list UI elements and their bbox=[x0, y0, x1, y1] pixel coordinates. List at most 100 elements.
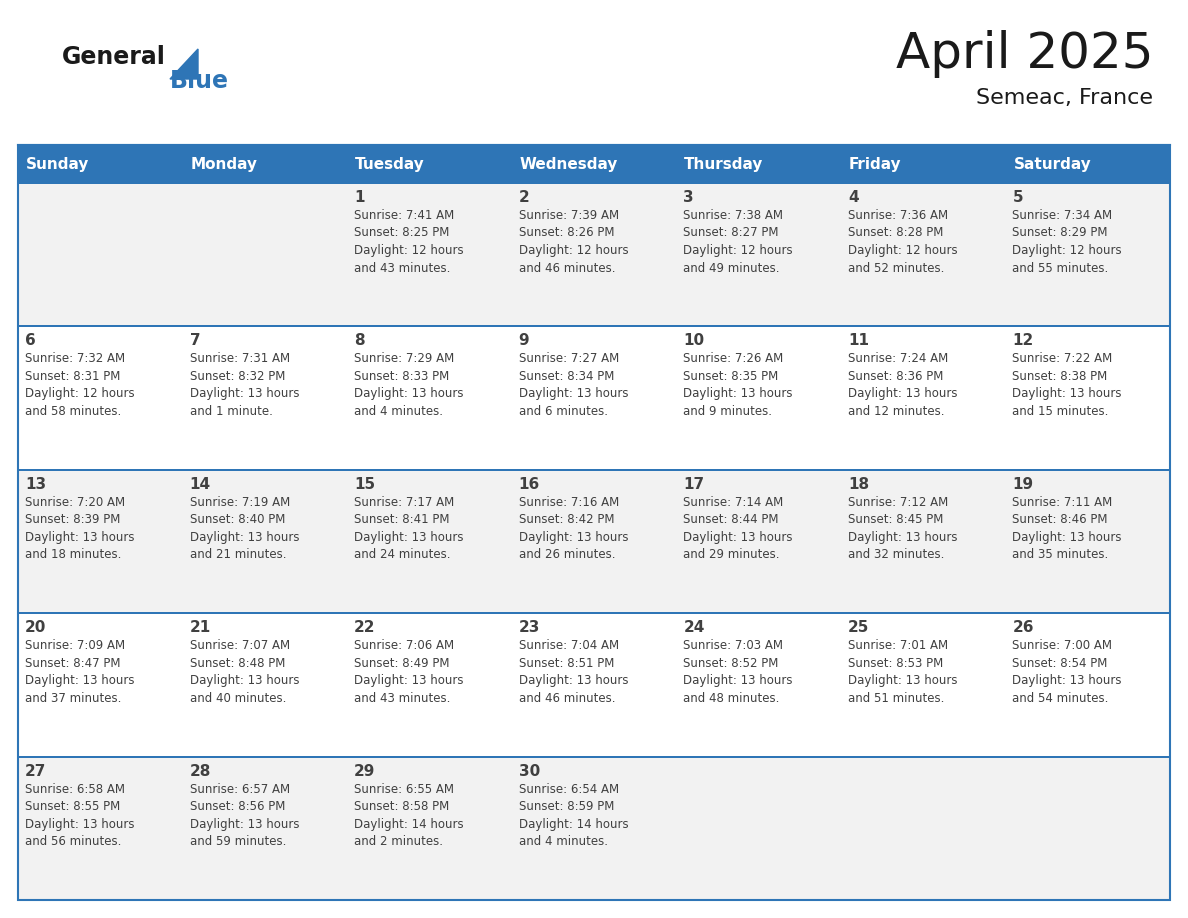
Text: Sunrise: 7:14 AM
Sunset: 8:44 PM
Daylight: 13 hours
and 29 minutes.: Sunrise: 7:14 AM Sunset: 8:44 PM Dayligh… bbox=[683, 496, 792, 561]
Text: 1: 1 bbox=[354, 190, 365, 205]
Text: Sunrise: 7:00 AM
Sunset: 8:54 PM
Daylight: 13 hours
and 54 minutes.: Sunrise: 7:00 AM Sunset: 8:54 PM Dayligh… bbox=[1012, 639, 1121, 705]
Text: Sunrise: 7:07 AM
Sunset: 8:48 PM
Daylight: 13 hours
and 40 minutes.: Sunrise: 7:07 AM Sunset: 8:48 PM Dayligh… bbox=[190, 639, 299, 705]
Bar bbox=[676, 756, 841, 900]
Text: 6: 6 bbox=[25, 333, 36, 349]
Bar bbox=[183, 145, 347, 183]
Text: 7: 7 bbox=[190, 333, 201, 349]
Text: Sunday: Sunday bbox=[26, 156, 89, 172]
Bar bbox=[841, 756, 1005, 900]
Text: Sunrise: 6:54 AM
Sunset: 8:59 PM
Daylight: 14 hours
and 4 minutes.: Sunrise: 6:54 AM Sunset: 8:59 PM Dayligh… bbox=[519, 783, 628, 848]
Bar bbox=[183, 327, 347, 470]
Text: 16: 16 bbox=[519, 476, 541, 492]
Bar bbox=[347, 183, 512, 327]
Text: Friday: Friday bbox=[849, 156, 902, 172]
Bar bbox=[512, 145, 676, 183]
Text: 15: 15 bbox=[354, 476, 375, 492]
Text: Blue: Blue bbox=[170, 69, 229, 93]
Text: Sunrise: 7:09 AM
Sunset: 8:47 PM
Daylight: 13 hours
and 37 minutes.: Sunrise: 7:09 AM Sunset: 8:47 PM Dayligh… bbox=[25, 639, 134, 705]
Bar bbox=[512, 327, 676, 470]
Bar bbox=[347, 145, 512, 183]
Bar bbox=[18, 470, 183, 613]
Text: Semeac, France: Semeac, France bbox=[977, 88, 1154, 108]
Bar bbox=[18, 183, 183, 327]
Text: Sunrise: 7:27 AM
Sunset: 8:34 PM
Daylight: 13 hours
and 6 minutes.: Sunrise: 7:27 AM Sunset: 8:34 PM Dayligh… bbox=[519, 353, 628, 418]
Bar bbox=[1005, 145, 1170, 183]
Bar bbox=[841, 327, 1005, 470]
Bar bbox=[676, 327, 841, 470]
Text: 20: 20 bbox=[25, 621, 46, 635]
Text: 24: 24 bbox=[683, 621, 704, 635]
Text: Thursday: Thursday bbox=[684, 156, 764, 172]
Text: Sunrise: 7:34 AM
Sunset: 8:29 PM
Daylight: 12 hours
and 55 minutes.: Sunrise: 7:34 AM Sunset: 8:29 PM Dayligh… bbox=[1012, 209, 1121, 274]
Text: 26: 26 bbox=[1012, 621, 1034, 635]
Bar bbox=[512, 183, 676, 327]
Text: Sunrise: 6:57 AM
Sunset: 8:56 PM
Daylight: 13 hours
and 59 minutes.: Sunrise: 6:57 AM Sunset: 8:56 PM Dayligh… bbox=[190, 783, 299, 848]
Text: 3: 3 bbox=[683, 190, 694, 205]
Bar bbox=[347, 327, 512, 470]
Bar bbox=[1005, 756, 1170, 900]
Text: Sunrise: 7:41 AM
Sunset: 8:25 PM
Daylight: 12 hours
and 43 minutes.: Sunrise: 7:41 AM Sunset: 8:25 PM Dayligh… bbox=[354, 209, 463, 274]
Bar bbox=[1005, 470, 1170, 613]
Text: 18: 18 bbox=[848, 476, 868, 492]
Text: 14: 14 bbox=[190, 476, 210, 492]
Text: 12: 12 bbox=[1012, 333, 1034, 349]
Bar bbox=[512, 613, 676, 756]
Text: Sunrise: 7:19 AM
Sunset: 8:40 PM
Daylight: 13 hours
and 21 minutes.: Sunrise: 7:19 AM Sunset: 8:40 PM Dayligh… bbox=[190, 496, 299, 561]
Text: April 2025: April 2025 bbox=[896, 30, 1154, 78]
Bar bbox=[347, 613, 512, 756]
Bar bbox=[183, 470, 347, 613]
Text: 21: 21 bbox=[190, 621, 210, 635]
Text: 4: 4 bbox=[848, 190, 859, 205]
Bar bbox=[841, 183, 1005, 327]
Text: Sunrise: 7:17 AM
Sunset: 8:41 PM
Daylight: 13 hours
and 24 minutes.: Sunrise: 7:17 AM Sunset: 8:41 PM Dayligh… bbox=[354, 496, 463, 561]
Text: Sunrise: 7:38 AM
Sunset: 8:27 PM
Daylight: 12 hours
and 49 minutes.: Sunrise: 7:38 AM Sunset: 8:27 PM Dayligh… bbox=[683, 209, 792, 274]
Bar bbox=[18, 613, 183, 756]
Text: Sunrise: 7:06 AM
Sunset: 8:49 PM
Daylight: 13 hours
and 43 minutes.: Sunrise: 7:06 AM Sunset: 8:49 PM Dayligh… bbox=[354, 639, 463, 705]
Bar bbox=[18, 327, 183, 470]
Text: Sunrise: 7:22 AM
Sunset: 8:38 PM
Daylight: 13 hours
and 15 minutes.: Sunrise: 7:22 AM Sunset: 8:38 PM Dayligh… bbox=[1012, 353, 1121, 418]
Bar bbox=[841, 470, 1005, 613]
Text: Monday: Monday bbox=[190, 156, 258, 172]
Bar bbox=[1005, 327, 1170, 470]
Bar bbox=[512, 470, 676, 613]
Bar bbox=[347, 756, 512, 900]
Text: Sunrise: 7:31 AM
Sunset: 8:32 PM
Daylight: 13 hours
and 1 minute.: Sunrise: 7:31 AM Sunset: 8:32 PM Dayligh… bbox=[190, 353, 299, 418]
Bar bbox=[1005, 183, 1170, 327]
Text: Sunrise: 7:03 AM
Sunset: 8:52 PM
Daylight: 13 hours
and 48 minutes.: Sunrise: 7:03 AM Sunset: 8:52 PM Dayligh… bbox=[683, 639, 792, 705]
Text: Sunrise: 7:36 AM
Sunset: 8:28 PM
Daylight: 12 hours
and 52 minutes.: Sunrise: 7:36 AM Sunset: 8:28 PM Dayligh… bbox=[848, 209, 958, 274]
Bar bbox=[676, 183, 841, 327]
Bar bbox=[347, 470, 512, 613]
Text: Sunrise: 7:12 AM
Sunset: 8:45 PM
Daylight: 13 hours
and 32 minutes.: Sunrise: 7:12 AM Sunset: 8:45 PM Dayligh… bbox=[848, 496, 958, 561]
Text: 28: 28 bbox=[190, 764, 211, 778]
Bar bbox=[676, 470, 841, 613]
Bar bbox=[183, 613, 347, 756]
Text: 30: 30 bbox=[519, 764, 541, 778]
Text: 5: 5 bbox=[1012, 190, 1023, 205]
Text: 25: 25 bbox=[848, 621, 870, 635]
Text: Sunrise: 7:29 AM
Sunset: 8:33 PM
Daylight: 13 hours
and 4 minutes.: Sunrise: 7:29 AM Sunset: 8:33 PM Dayligh… bbox=[354, 353, 463, 418]
Bar bbox=[1005, 613, 1170, 756]
Bar bbox=[841, 145, 1005, 183]
Text: 9: 9 bbox=[519, 333, 530, 349]
Text: General: General bbox=[62, 45, 166, 69]
Text: Sunrise: 7:04 AM
Sunset: 8:51 PM
Daylight: 13 hours
and 46 minutes.: Sunrise: 7:04 AM Sunset: 8:51 PM Dayligh… bbox=[519, 639, 628, 705]
Text: Sunrise: 6:55 AM
Sunset: 8:58 PM
Daylight: 14 hours
and 2 minutes.: Sunrise: 6:55 AM Sunset: 8:58 PM Dayligh… bbox=[354, 783, 463, 848]
Text: Sunrise: 6:58 AM
Sunset: 8:55 PM
Daylight: 13 hours
and 56 minutes.: Sunrise: 6:58 AM Sunset: 8:55 PM Dayligh… bbox=[25, 783, 134, 848]
Text: 13: 13 bbox=[25, 476, 46, 492]
Bar bbox=[676, 613, 841, 756]
Text: 19: 19 bbox=[1012, 476, 1034, 492]
Text: 11: 11 bbox=[848, 333, 868, 349]
Text: 2: 2 bbox=[519, 190, 530, 205]
Text: 23: 23 bbox=[519, 621, 541, 635]
Text: Sunrise: 7:11 AM
Sunset: 8:46 PM
Daylight: 13 hours
and 35 minutes.: Sunrise: 7:11 AM Sunset: 8:46 PM Dayligh… bbox=[1012, 496, 1121, 561]
Text: Sunrise: 7:26 AM
Sunset: 8:35 PM
Daylight: 13 hours
and 9 minutes.: Sunrise: 7:26 AM Sunset: 8:35 PM Dayligh… bbox=[683, 353, 792, 418]
Text: 17: 17 bbox=[683, 476, 704, 492]
Text: Sunrise: 7:01 AM
Sunset: 8:53 PM
Daylight: 13 hours
and 51 minutes.: Sunrise: 7:01 AM Sunset: 8:53 PM Dayligh… bbox=[848, 639, 958, 705]
Bar bbox=[841, 613, 1005, 756]
Text: Saturday: Saturday bbox=[1013, 156, 1092, 172]
Bar bbox=[18, 145, 1170, 900]
Text: 8: 8 bbox=[354, 333, 365, 349]
Text: Sunrise: 7:24 AM
Sunset: 8:36 PM
Daylight: 13 hours
and 12 minutes.: Sunrise: 7:24 AM Sunset: 8:36 PM Dayligh… bbox=[848, 353, 958, 418]
Polygon shape bbox=[170, 49, 198, 79]
Text: Wednesday: Wednesday bbox=[519, 156, 618, 172]
